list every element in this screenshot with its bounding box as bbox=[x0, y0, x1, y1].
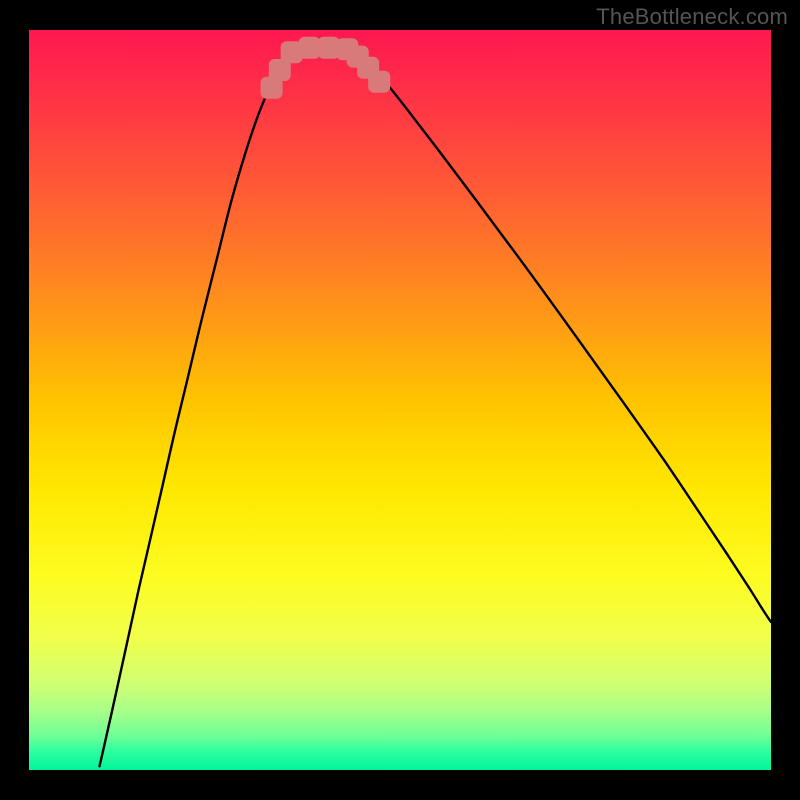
plot-area bbox=[29, 30, 771, 770]
figure-container: TheBottleneck.com bbox=[0, 0, 800, 800]
highlight-marker bbox=[298, 37, 320, 59]
gradient-background bbox=[29, 30, 771, 770]
watermark-text: TheBottleneck.com bbox=[596, 4, 788, 30]
chart-svg bbox=[29, 30, 771, 770]
highlight-marker bbox=[368, 71, 390, 93]
